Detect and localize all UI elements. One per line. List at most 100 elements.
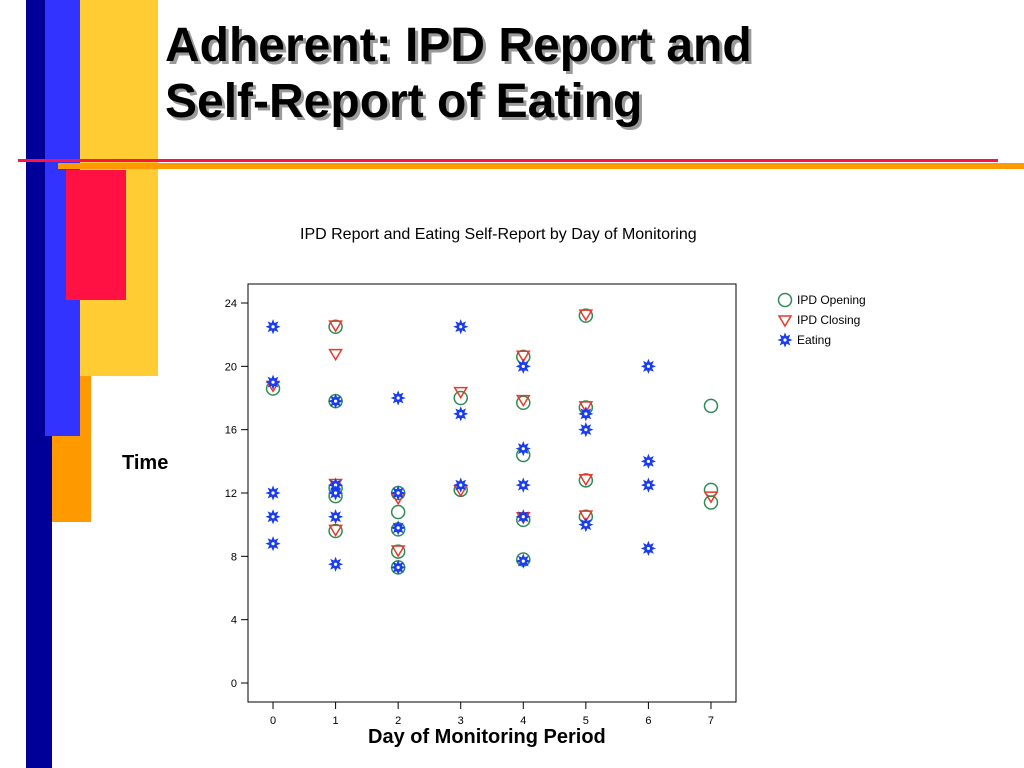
x-axis-label: Day of Monitoring Period [368,726,606,748]
x-tick-label: 0 [270,715,276,727]
legend-eating-marker [777,332,793,348]
ipd-closing-point [328,524,343,537]
star-center [584,523,588,527]
deco-red-rule [18,159,998,162]
ipd-closing-point [578,474,594,487]
eating-point [390,485,406,501]
y-tick-label: 20 [225,361,237,373]
star-center [271,491,275,495]
eating-point [265,374,281,390]
star-center [459,325,463,329]
star-center [584,412,588,416]
y-axis-label: Time [122,452,169,474]
eating-point [390,520,406,536]
eating-point [390,390,406,406]
eating-point [640,358,657,374]
star-center [333,562,338,566]
y-tick-label: 16 [225,425,237,437]
ipd-opening-point [390,504,406,520]
slide-title: Adherent: IPD Report and Self-Report of … [165,18,752,130]
eating-point [327,393,344,409]
legend-ipd-opening-marker [777,292,793,308]
ipd-closing-point [515,394,531,408]
y-tick-label: 12 [225,488,237,500]
x-tick-label: 5 [583,715,589,727]
eating-point [265,485,281,501]
ipd-opening-point [328,319,343,334]
star-center [521,515,525,519]
x-tick-label: 1 [333,715,339,727]
star-center [333,399,338,403]
ipd-opening-point [578,308,594,323]
star-center [459,483,463,487]
ipd-opening-point [578,473,594,488]
y-tick-label: 8 [231,551,237,563]
eating-point [640,540,657,557]
ipd-opening-point [703,398,719,414]
eating-point [265,536,281,552]
x-tick-label: 2 [395,715,401,727]
eating-point [390,559,406,576]
star-center [521,364,525,368]
eating-point [327,556,344,572]
ipd-closing-point [328,320,343,333]
star-center [271,542,275,546]
ipd-closing-point [703,491,719,504]
ipd-closing-point [578,401,594,414]
eating-point [515,358,531,374]
legend-eating-label: Eating [797,333,831,347]
eating-point [265,319,281,335]
star-center [646,483,651,487]
slide-title-line-1: Adherent: IPD Report and [165,19,752,72]
star-center [521,559,525,563]
y-tick-label: 4 [231,615,237,627]
plot-frame [247,283,737,703]
eating-point [265,509,281,525]
star-center [584,428,588,432]
star-center [271,325,275,329]
eating-point [578,517,594,533]
legend-ipd-closing-label: IPD Closing [797,313,860,327]
star-center [521,483,525,487]
star-center [459,412,463,416]
x-tick-label: 3 [458,715,464,727]
x-tick-label: 4 [520,715,526,727]
star-center [333,483,338,487]
ipd-opening-point [453,390,468,406]
eating-point [640,453,657,469]
eating-point [453,319,469,335]
eating-point [578,422,594,438]
eating-point [453,477,469,493]
star-center [333,515,338,519]
star-center [396,526,400,530]
star-center [271,380,275,384]
star-center [521,447,525,451]
ipd-closing-point [515,350,531,363]
ipd-opening-point [703,495,719,510]
ipd-closing-point [453,386,469,400]
ipd-opening-point [390,544,406,559]
x-tick-label: 6 [645,715,651,727]
ipd-closing-point [578,309,594,322]
legend-ipd-closing-marker [777,315,793,328]
eating-point [327,509,344,525]
ipd-opening-point [328,523,343,539]
chart-title: IPD Report and Eating Self-Report by Day… [300,226,697,243]
star-center [271,515,275,519]
eating-point [515,477,531,493]
ipd-closing-point [578,510,594,523]
eating-point [515,509,531,525]
legend-ipd-opening-label: IPD Opening [797,293,866,307]
star-center [646,364,651,368]
eating-point [453,406,469,422]
eating-point [515,553,531,569]
star-center [646,546,651,551]
star-center [396,396,400,400]
star-center [396,491,400,495]
slide-title-line-2: Self-Report of Eating [165,75,643,128]
eating-point [515,441,531,457]
star-center [396,565,400,570]
ipd-closing-point [328,348,343,362]
deco-red-block [66,170,126,300]
